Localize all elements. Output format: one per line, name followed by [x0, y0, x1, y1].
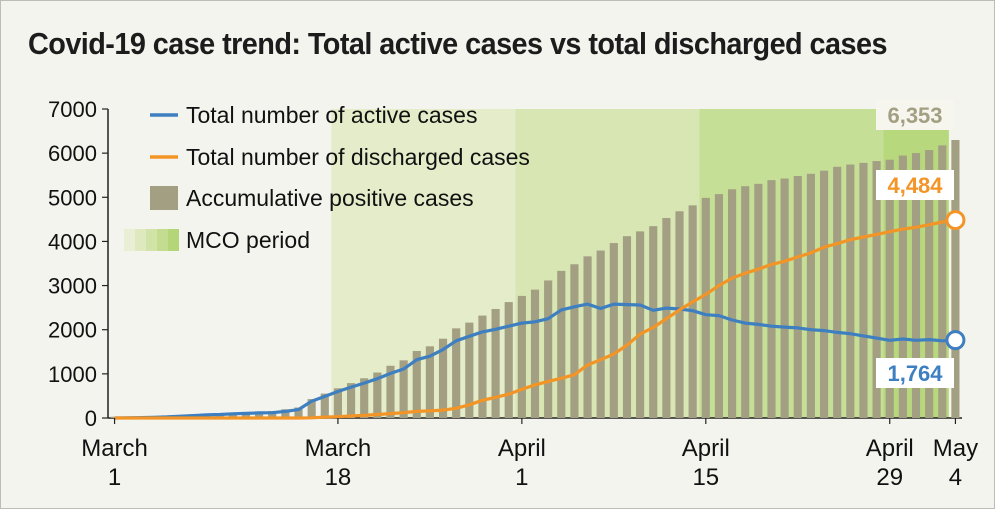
- bar-accumulative: [675, 211, 684, 418]
- x-tick-label-day: 15: [692, 464, 719, 491]
- label-accumulative-end: 6,353: [887, 103, 942, 128]
- bar-accumulative: [780, 178, 789, 418]
- bar-accumulative: [110, 416, 119, 418]
- bar-accumulative: [938, 145, 947, 418]
- x-tick-label-month: April: [498, 435, 546, 462]
- bar-accumulative: [859, 162, 868, 418]
- label-discharged-end: 4,484: [887, 173, 943, 198]
- line-active-cases: [114, 302, 956, 420]
- y-tick-label: 6000: [48, 141, 97, 166]
- y-tick-label: 0: [85, 406, 97, 431]
- label-discharged-end-box: [876, 170, 954, 200]
- legend-label: MCO period: [186, 227, 310, 253]
- bar-accumulative: [373, 372, 382, 418]
- bar-accumulative: [478, 315, 487, 418]
- label-accumulative-end-box: [876, 100, 954, 130]
- y-tick-label: 4000: [48, 229, 97, 254]
- x-tick-label-day: 4: [949, 464, 962, 491]
- legend-label: Accumulative positive cases: [186, 185, 474, 211]
- bar-accumulative: [530, 289, 540, 418]
- bar-accumulative: [898, 155, 907, 418]
- legend-swatch-mco: [157, 229, 168, 251]
- bar-accumulative: [741, 186, 750, 418]
- bar-accumulative: [701, 197, 710, 418]
- legend-swatch-accumulative: [150, 186, 178, 210]
- bar-accumulative: [951, 139, 960, 418]
- bar-accumulative: [425, 346, 434, 418]
- y-tick-label: 5000: [48, 185, 97, 210]
- x-tick-label-day: 1: [108, 464, 121, 491]
- bar-accumulative: [557, 270, 566, 418]
- bar-accumulative: [399, 360, 408, 418]
- x-tick-label-month: April: [866, 435, 914, 462]
- chart-title: Covid-19 case trend: Total active cases …: [28, 26, 887, 61]
- legend-swatch-mco: [124, 229, 135, 251]
- x-tick-label-month: March: [305, 435, 372, 462]
- bar-accumulative: [412, 350, 421, 418]
- x-tick-label-month: April: [682, 435, 730, 462]
- bar-accumulative: [544, 280, 553, 418]
- bar-accumulative: [622, 236, 632, 418]
- x-tick-label-month: March: [81, 435, 148, 462]
- y-tick-label: 7000: [48, 97, 97, 122]
- bar-accumulative: [885, 159, 894, 418]
- mco-phase-band: [699, 109, 884, 418]
- bar-accumulative: [925, 150, 934, 418]
- bar-accumulative: [872, 161, 881, 419]
- bar-accumulative: [728, 189, 737, 418]
- bar-accumulative: [241, 412, 251, 418]
- bar-accumulative: [846, 164, 855, 418]
- legend-label: Total number of active cases: [186, 102, 477, 128]
- legend-swatch-mco: [146, 229, 157, 251]
- end-marker-active: [945, 330, 966, 351]
- bar-accumulative: [255, 411, 264, 418]
- bar-accumulative: [583, 256, 592, 418]
- bar-accumulative: [609, 243, 618, 418]
- x-tick-label-day: 18: [325, 464, 352, 491]
- bar-accumulative: [268, 411, 277, 418]
- bar-accumulative: [911, 153, 921, 418]
- x-tick-label-day: 29: [876, 464, 903, 491]
- label-active-end-box: [876, 358, 954, 388]
- bar-accumulative: [320, 393, 329, 418]
- legend-swatch-mco: [168, 229, 179, 251]
- bar-accumulative: [491, 308, 500, 418]
- mco-phase-band: [515, 109, 700, 418]
- bar-accumulative: [452, 328, 461, 418]
- bar-accumulative: [281, 409, 290, 418]
- bar-accumulative: [596, 250, 605, 418]
- bar-accumulative: [833, 166, 842, 418]
- y-tick-label: 3000: [48, 274, 97, 299]
- bar-accumulative: [294, 407, 303, 418]
- bar-accumulative: [636, 231, 645, 418]
- label-active-end: 1,764: [887, 361, 943, 386]
- bar-accumulative: [307, 399, 316, 418]
- end-marker-discharged: [945, 210, 966, 231]
- x-tick-label-month: May: [933, 435, 978, 462]
- legend-swatch-mco: [135, 229, 146, 251]
- x-tick-label-day: 1: [515, 464, 528, 491]
- bar-accumulative: [228, 412, 237, 418]
- bar-accumulative: [793, 176, 802, 418]
- bar-accumulative: [333, 388, 342, 418]
- bar-accumulative: [754, 183, 763, 418]
- bar-accumulative: [360, 378, 369, 418]
- bar-accumulative: [465, 322, 474, 418]
- bar-accumulative: [517, 295, 526, 418]
- bar-accumulative: [819, 170, 829, 418]
- bar-accumulative: [806, 173, 815, 418]
- bar-accumulative: [346, 383, 356, 418]
- y-tick-label: 2000: [48, 318, 97, 343]
- bar-accumulative: [767, 180, 776, 418]
- bar-accumulative: [504, 302, 513, 418]
- bar-accumulative: [438, 338, 448, 418]
- bar-accumulative: [714, 194, 724, 418]
- line-discharged-cases: [114, 218, 956, 420]
- bar-accumulative: [386, 365, 395, 418]
- legend-label: Total number of discharged cases: [186, 144, 530, 170]
- y-tick-label: 1000: [48, 362, 97, 387]
- bar-accumulative: [570, 264, 579, 418]
- bar-accumulative: [649, 226, 658, 418]
